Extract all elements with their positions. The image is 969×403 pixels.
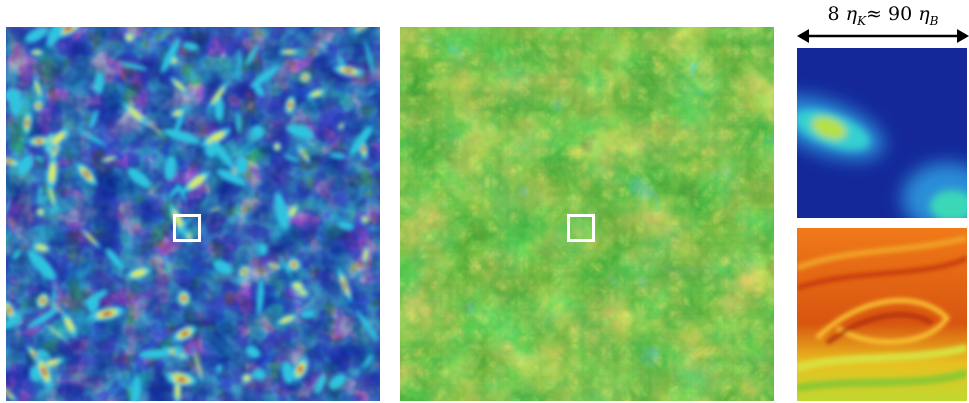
approx-symbol: ≈ [866, 3, 882, 25]
subscript-k: K [857, 13, 867, 28]
zoom-scalar-image [797, 228, 967, 401]
subscript-b: B [929, 13, 939, 28]
scale-label: 8 ηK≈ 90 ηB [797, 0, 969, 28]
scale-number-1: 8 [827, 3, 840, 25]
eta-symbol: η [918, 3, 930, 25]
arrow-head-right [957, 29, 969, 43]
eta-symbol: η [845, 3, 858, 25]
scale-arrow [797, 29, 969, 43]
scalar-field-panel [400, 27, 774, 401]
zoom-vorticity-image [797, 48, 967, 218]
zoom-scalar-panel [797, 228, 967, 401]
zoom-region-box [567, 214, 595, 242]
arrow-head-left [797, 29, 809, 43]
scale-number-2: 90 [888, 3, 913, 25]
vorticity-field-panel [6, 27, 380, 401]
zoom-region-box [173, 214, 201, 242]
vorticity-blobs [6, 27, 379, 401]
zoom-vorticity-panel [797, 48, 967, 218]
